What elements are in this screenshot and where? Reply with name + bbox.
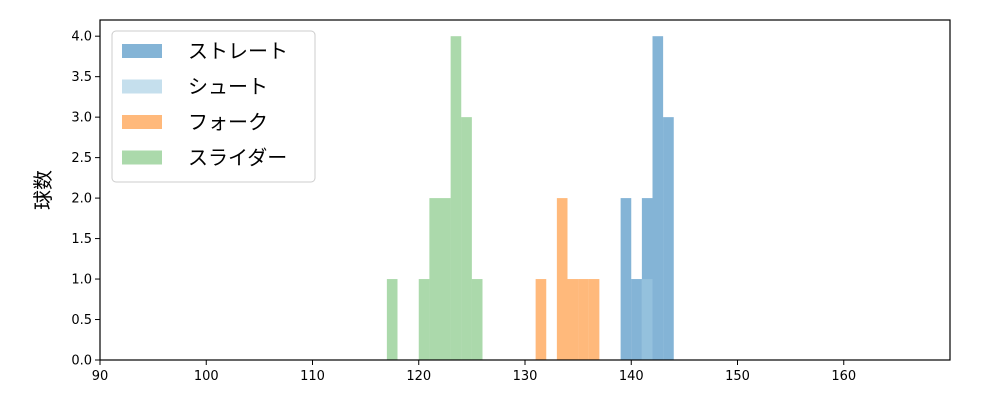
y-tick-label: 2.5 — [71, 151, 92, 166]
y-axis: 0.0 0.5 1.0 1.5 2.0 2.5 3.0 3.5 4.0 — [71, 30, 100, 369]
x-tick-label: 90 — [92, 369, 109, 384]
y-axis-label: 球数 — [31, 170, 55, 210]
x-tick-label: 120 — [406, 369, 431, 384]
y-tick-label: 3.0 — [71, 111, 92, 126]
x-tick-label: 150 — [725, 369, 750, 384]
legend-swatch — [122, 115, 162, 129]
legend-box — [111, 30, 316, 183]
histogram-bar — [471, 279, 483, 360]
histogram-bar — [429, 198, 440, 360]
histogram-bar — [641, 279, 653, 360]
histogram-bar — [567, 279, 579, 360]
legend-label: フォーク — [188, 110, 268, 134]
histogram-bar — [652, 36, 664, 360]
histogram-bar — [450, 36, 462, 360]
x-tick-label: 140 — [619, 369, 644, 384]
histogram-bar — [535, 279, 547, 360]
legend-swatch — [122, 79, 162, 94]
legend-swatch — [122, 44, 162, 58]
x-tick-label: 160 — [831, 369, 856, 384]
y-tick-label: 2.0 — [71, 192, 92, 207]
y-tick-label: 3.5 — [71, 70, 92, 85]
y-tick-label: 0.5 — [71, 313, 92, 328]
histogram-bar — [578, 279, 589, 360]
x-axis: 90 100 110 120 130 140 150 160 — [92, 360, 856, 384]
x-tick-label: 110 — [300, 369, 325, 384]
y-tick-label: 0.0 — [71, 354, 92, 369]
histogram-bar — [418, 279, 430, 360]
histogram-bar — [631, 279, 642, 360]
y-tick-label: 1.0 — [71, 273, 92, 288]
legend-label: シュート — [188, 75, 268, 99]
legend-swatch — [122, 150, 162, 165]
x-tick-label: 100 — [194, 369, 219, 384]
bars-layer — [386, 36, 674, 361]
histogram-bar — [556, 198, 568, 360]
y-tick-label: 1.5 — [71, 232, 92, 247]
legend-label: ストレート — [188, 39, 288, 63]
histogram-bar — [620, 198, 632, 360]
y-tick-label: 4.0 — [71, 30, 92, 45]
histogram-bar — [663, 117, 674, 361]
histogram-bar — [461, 117, 472, 361]
histogram-bar — [386, 279, 398, 360]
x-tick-label: 130 — [513, 369, 538, 384]
legend-label: スライダー — [188, 146, 287, 170]
histogram-bar — [588, 279, 600, 360]
histogram-bar — [440, 198, 451, 360]
